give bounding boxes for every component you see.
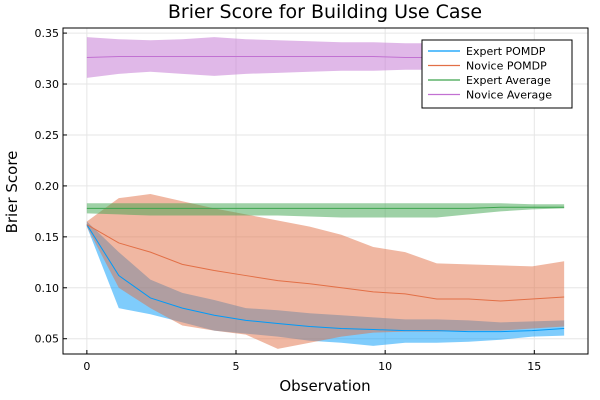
legend-label-novice-pomdp: Novice POMDP — [466, 60, 547, 73]
y-tick-label: 0.10 — [35, 282, 60, 295]
y-tick-label: 0.20 — [35, 180, 60, 193]
y-tick-label: 0.35 — [35, 27, 60, 40]
x-tick-label: 10 — [378, 360, 392, 373]
novice-pomdp-line — [86, 224, 565, 302]
legend-label-novice-average: Novice Average — [466, 89, 552, 102]
chart-title: Brier Score for Building Use Case — [168, 1, 482, 23]
y-tick-label: 0.30 — [35, 78, 60, 91]
x-tick-label: 0 — [83, 360, 90, 373]
x-axis-label: Observation — [279, 377, 370, 395]
expert-average-band — [86, 203, 565, 218]
y-tick-label: 0.25 — [35, 129, 60, 142]
axis-ticks: 0 5 10 15 0.05 0.10 0.15 0.20 0.25 0.30 0.35 — [35, 27, 542, 373]
confidence-bands — [86, 37, 565, 349]
x-tick-label: 5 — [233, 360, 240, 373]
y-tick-label: 0.05 — [35, 333, 60, 346]
expert-pomdp-line — [86, 224, 565, 333]
y-tick-label: 0.15 — [35, 231, 60, 244]
novice-pomdp-band — [86, 194, 565, 349]
plot-frame — [62, 27, 589, 355]
expert-average-line — [86, 206, 565, 209]
legend-label-expert-average: Expert Average — [466, 74, 551, 87]
legend-label-expert-pomdp: Expert POMDP — [466, 45, 546, 58]
x-tick-label: 15 — [527, 360, 541, 373]
y-axis-label: Brier Score — [3, 151, 21, 234]
